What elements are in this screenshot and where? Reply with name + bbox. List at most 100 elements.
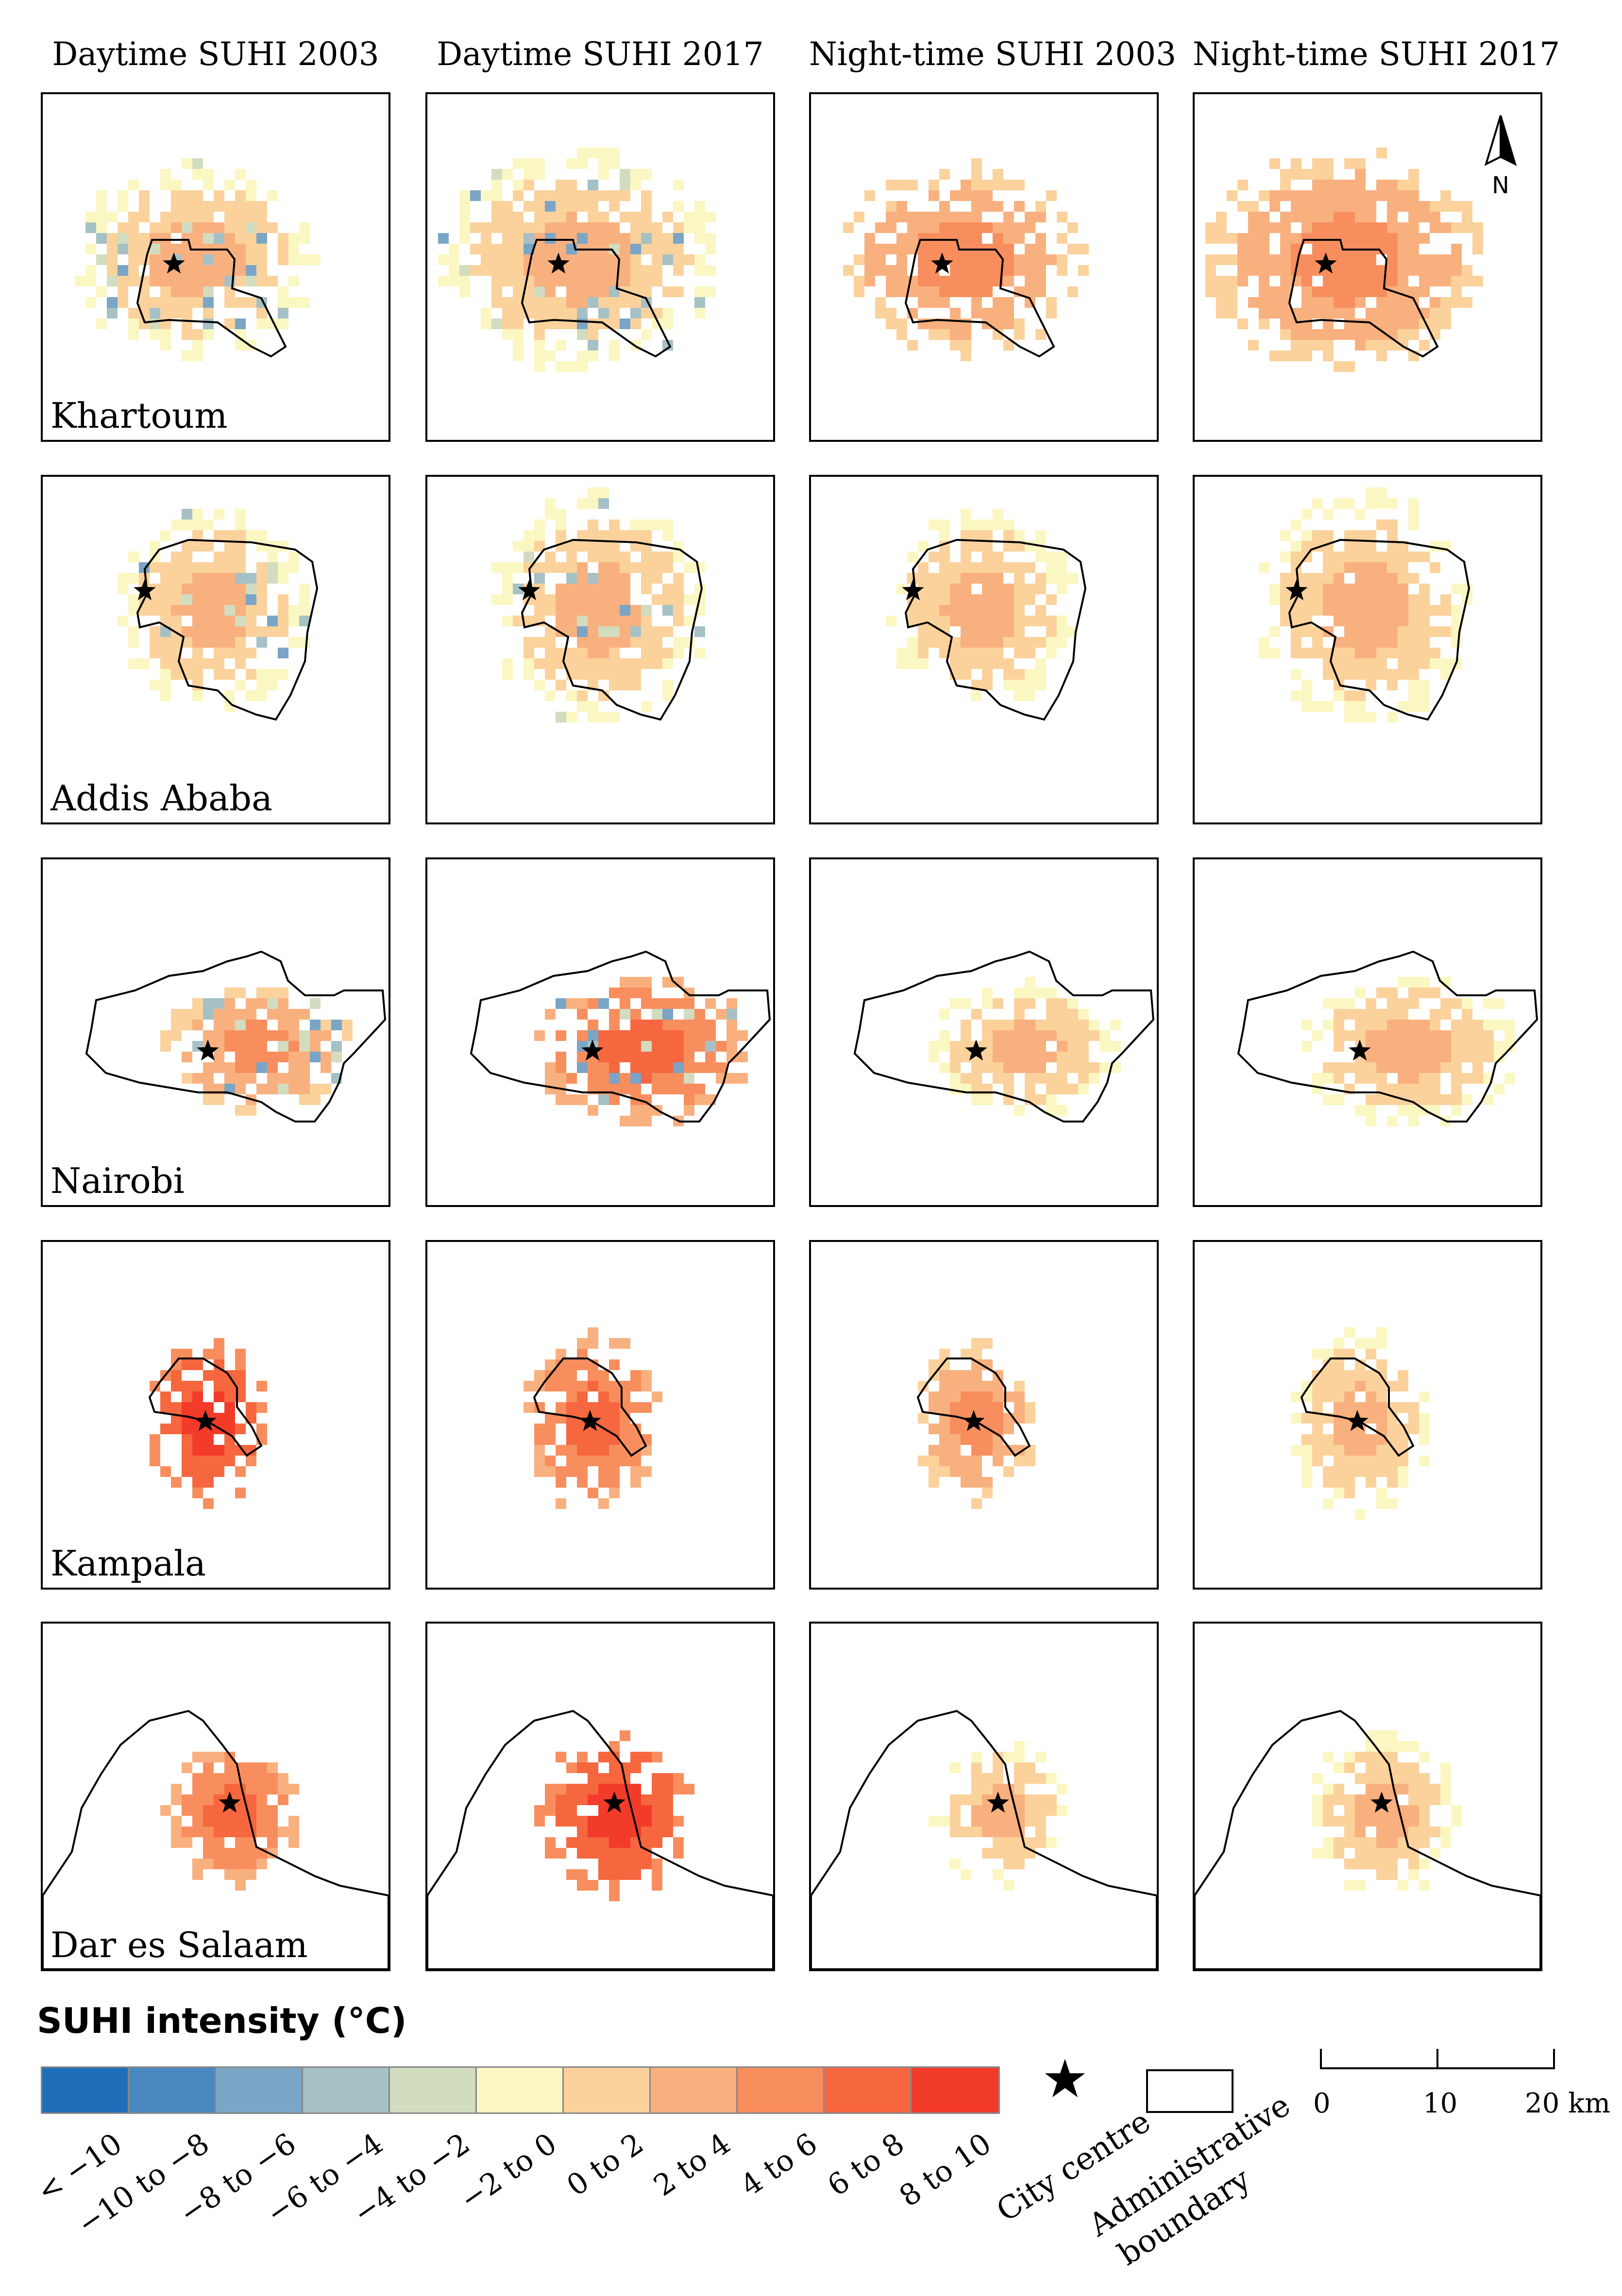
city-centre-star-icon [1045,2059,1085,2097]
administrative-boundary [136,538,319,721]
administrative-boundary [1237,950,1538,1123]
suhi-map [491,487,705,722]
legend-swatch [303,2068,390,2112]
suhi-map [148,1338,267,1509]
suhi-pixels [491,487,705,722]
legend-swatch [825,2068,912,2112]
suhi-map [1237,950,1538,1126]
admin-boundary-key [1146,2069,1233,2113]
city-centre-star-icon [134,579,156,601]
map-panel [425,1622,775,1971]
city-centre-star-icon [194,1410,217,1431]
north-arrow-icon: N [1484,115,1517,198]
city-label: Kampala [51,1543,206,1584]
scale-label-10: 10 [1423,2088,1458,2119]
legend-class-label: 4 to 6 [734,2127,824,2203]
city-centre-star-icon [219,1792,241,1813]
administrative-boundary [1195,1709,1540,1969]
map-panel [809,1622,1159,1971]
suhi-map [118,509,319,721]
map-panel: Kampala [41,1240,390,1590]
legend-swatch [477,2068,564,2112]
suhi-pixels [843,158,1089,361]
administrative-boundary [1288,538,1470,721]
column-title-night-2017: Night-time SUHI 2017 [1193,35,1560,73]
suhi-pixels [75,158,321,361]
administrative-boundary [43,1709,389,1969]
city-label: Nairobi [51,1160,185,1201]
scale-bar [1320,2049,1555,2069]
map-panel [1193,475,1542,824]
administrative-boundary [427,1709,773,1969]
suhi-pixels [918,1338,1035,1509]
city-centre-star-icon [931,252,953,274]
suhi-pixels [118,509,310,712]
suhi-pixels [534,977,748,1126]
suhi-map [1205,148,1483,372]
map-panel [809,92,1159,442]
map-panel: Addis Ababa [41,475,390,824]
map-panel [809,475,1159,824]
suhi-pixels [886,509,1078,701]
suhi-pixels [1291,1327,1430,1520]
suhi-map [811,1709,1157,1969]
map-panel: Nairobi [41,857,390,1207]
legend-class-label: −2 to 0 [454,2127,563,2217]
city-centre-star-icon [579,1410,601,1431]
suhi-map [916,1338,1035,1509]
suhi-pixels [1205,148,1483,372]
suhi-map [427,1709,773,1969]
administrative-boundary [1300,1357,1415,1457]
suhi-pixels [160,988,353,1116]
administrative-boundary [85,950,387,1123]
suhi-map [75,158,321,361]
city-centre-star-icon [197,1039,219,1061]
suhi-pixels [1301,977,1515,1126]
suhi-map [43,1709,389,1969]
suhi-map [438,148,716,372]
city-label: Dar es Salaam [51,1925,308,1965]
scale-label-0: 0 [1313,2088,1331,2119]
administrative-boundary [533,1357,647,1457]
map-panel [1193,857,1542,1207]
city-centre-star-icon [1370,1792,1393,1813]
suhi-pixels [929,977,1121,1116]
suhi-pixels [1259,487,1472,722]
map-panel [809,1240,1159,1590]
administrative-boundary [470,950,771,1123]
city-centre-star-icon [963,1410,985,1431]
column-title-day-2017: Daytime SUHI 2017 [437,35,764,73]
city-centre-star-icon [987,1792,1009,1813]
legend-swatch [42,2068,129,2112]
legend-swatch [738,2068,825,2112]
legend-class-label: 2 to 4 [647,2127,737,2203]
administrative-boundary [916,1357,1031,1457]
suhi-pixels [160,1752,299,1891]
north-label: N [1492,172,1509,198]
legend-title: SUHI intensity (°C) [37,2000,407,2041]
suhi-pixels [929,1741,1067,1891]
map-panel [1193,1240,1542,1590]
city-centre-star-icon [1346,1410,1369,1431]
administrative-boundary [136,239,287,358]
suhi-pixels [150,1338,267,1509]
city-centre-star-icon [1285,579,1308,601]
suhi-map [1195,1709,1540,1969]
city-centre-star-icon [965,1039,987,1061]
city-centre-star-icon [518,579,541,601]
city-centre-star-icon [1315,252,1337,274]
administrative-boundary [904,239,1055,358]
legend-class-label: 8 to 10 [893,2127,998,2214]
map-panel [425,857,775,1207]
suhi-pixels [534,1730,694,1901]
city-centre-star-icon [603,1792,625,1813]
map-panel: Dar es Salaam [41,1622,390,1971]
administrative-boundary [148,1357,263,1457]
city-centre-star-icon [163,252,185,274]
administrative-boundary [521,538,703,721]
suhi-map [524,1327,662,1509]
suhi-pixels [1312,1730,1462,1891]
suhi-map [886,509,1087,721]
city-centre-star-icon [581,1039,604,1061]
city-centre-star-icon [1349,1039,1371,1061]
